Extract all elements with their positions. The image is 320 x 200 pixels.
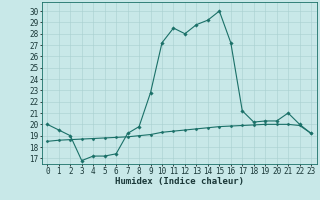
X-axis label: Humidex (Indice chaleur): Humidex (Indice chaleur) xyxy=(115,177,244,186)
